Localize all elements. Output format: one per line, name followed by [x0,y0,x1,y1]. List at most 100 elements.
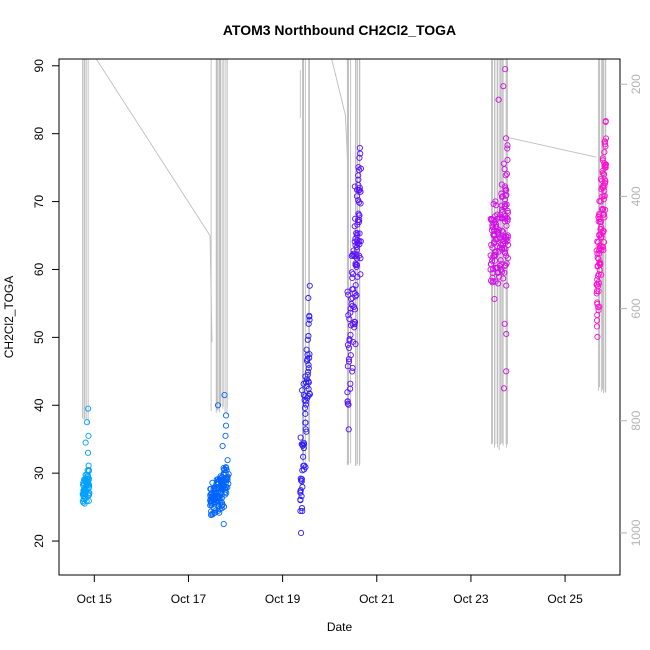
data-point [599,177,606,184]
data-point [498,181,505,188]
data-point [495,96,502,103]
data-point [502,202,509,210]
data-point [499,268,506,275]
data-point [82,439,89,446]
data-point [353,232,360,239]
y-tick-label: 30 [32,466,46,480]
data-point [83,481,90,488]
data-point [502,172,509,179]
x-tick-label: Oct 19 [265,592,301,606]
data-point [297,507,304,515]
data-point [346,337,353,344]
y-tick-label: 50 [32,330,46,344]
chart-title: ATOM3 Northbound CH2Cl2_TOGA [223,22,456,38]
data-point [494,269,501,277]
data-point [356,144,363,151]
data-point [596,210,603,217]
data-point [298,478,305,485]
data-point [490,266,497,273]
data-point [349,274,356,281]
data-point [601,192,608,199]
data-point [302,398,309,405]
y-tick-label: 40 [32,398,46,412]
data-point [222,464,229,471]
data-point [352,215,359,222]
data-point [345,312,352,319]
data-point [351,238,358,245]
data-point [222,432,229,439]
data-point [599,167,606,175]
data-point [504,145,511,152]
data-point [352,282,359,289]
data-point [503,214,510,221]
data-point [347,352,354,359]
data-point [222,422,230,429]
data-point [499,209,506,216]
data-point [351,289,358,297]
data-point [207,485,214,492]
data-point [356,252,363,259]
data-point [220,470,227,478]
data-point [504,215,511,222]
data-point [601,149,608,156]
data-point [488,227,495,234]
data-points-layer [79,66,610,537]
data-point [298,475,305,483]
data-point [600,228,607,235]
data-point [213,476,220,483]
data-point [357,150,364,157]
data-point [221,392,228,399]
data-point [355,164,362,171]
data-point [601,141,609,148]
data-point [83,419,91,426]
data-point [498,206,505,213]
data-point [346,344,353,352]
data-point [496,235,503,242]
data-point [215,485,223,492]
data-point [209,511,216,518]
data-point [349,294,356,301]
x-tick-label: Oct 23 [453,592,489,606]
y-tick-label: 60 [32,262,46,276]
data-point [82,478,89,485]
y2-tick-label: 400 [629,186,643,206]
y2-tick-label: 800 [629,410,643,430]
data-point [212,494,219,501]
data-point [300,453,307,460]
data-point [595,271,602,278]
data-point [345,291,352,298]
data-point [595,307,602,314]
y2-tick-label: 200 [629,74,643,94]
data-point [491,295,498,303]
data-point [303,428,310,435]
data-point [219,442,226,450]
data-point [495,248,502,255]
data-point [349,320,356,328]
data-point [491,227,498,234]
data-point [601,176,608,183]
data-point [83,498,90,505]
data-point [304,351,311,358]
y-axis-label: CH2Cl2_TOGA [2,276,16,358]
data-point [224,484,231,491]
data-point [220,477,228,484]
data-point [596,231,603,238]
data-point [353,246,360,254]
data-point [489,244,496,251]
data-point [82,489,89,496]
data-point [81,489,88,496]
data-point [599,170,606,177]
data-point [348,301,355,308]
data-point [207,497,214,504]
y-axis: 20 30 40 50 60 70 80 90 [32,59,60,548]
data-point [503,170,510,178]
data-point [500,160,507,167]
data-point [306,391,313,398]
data-point [602,164,609,171]
data-point [352,341,359,348]
data-point [356,154,363,161]
data-point [214,402,222,409]
data-point [601,183,608,190]
y-tick-label: 80 [32,127,46,141]
